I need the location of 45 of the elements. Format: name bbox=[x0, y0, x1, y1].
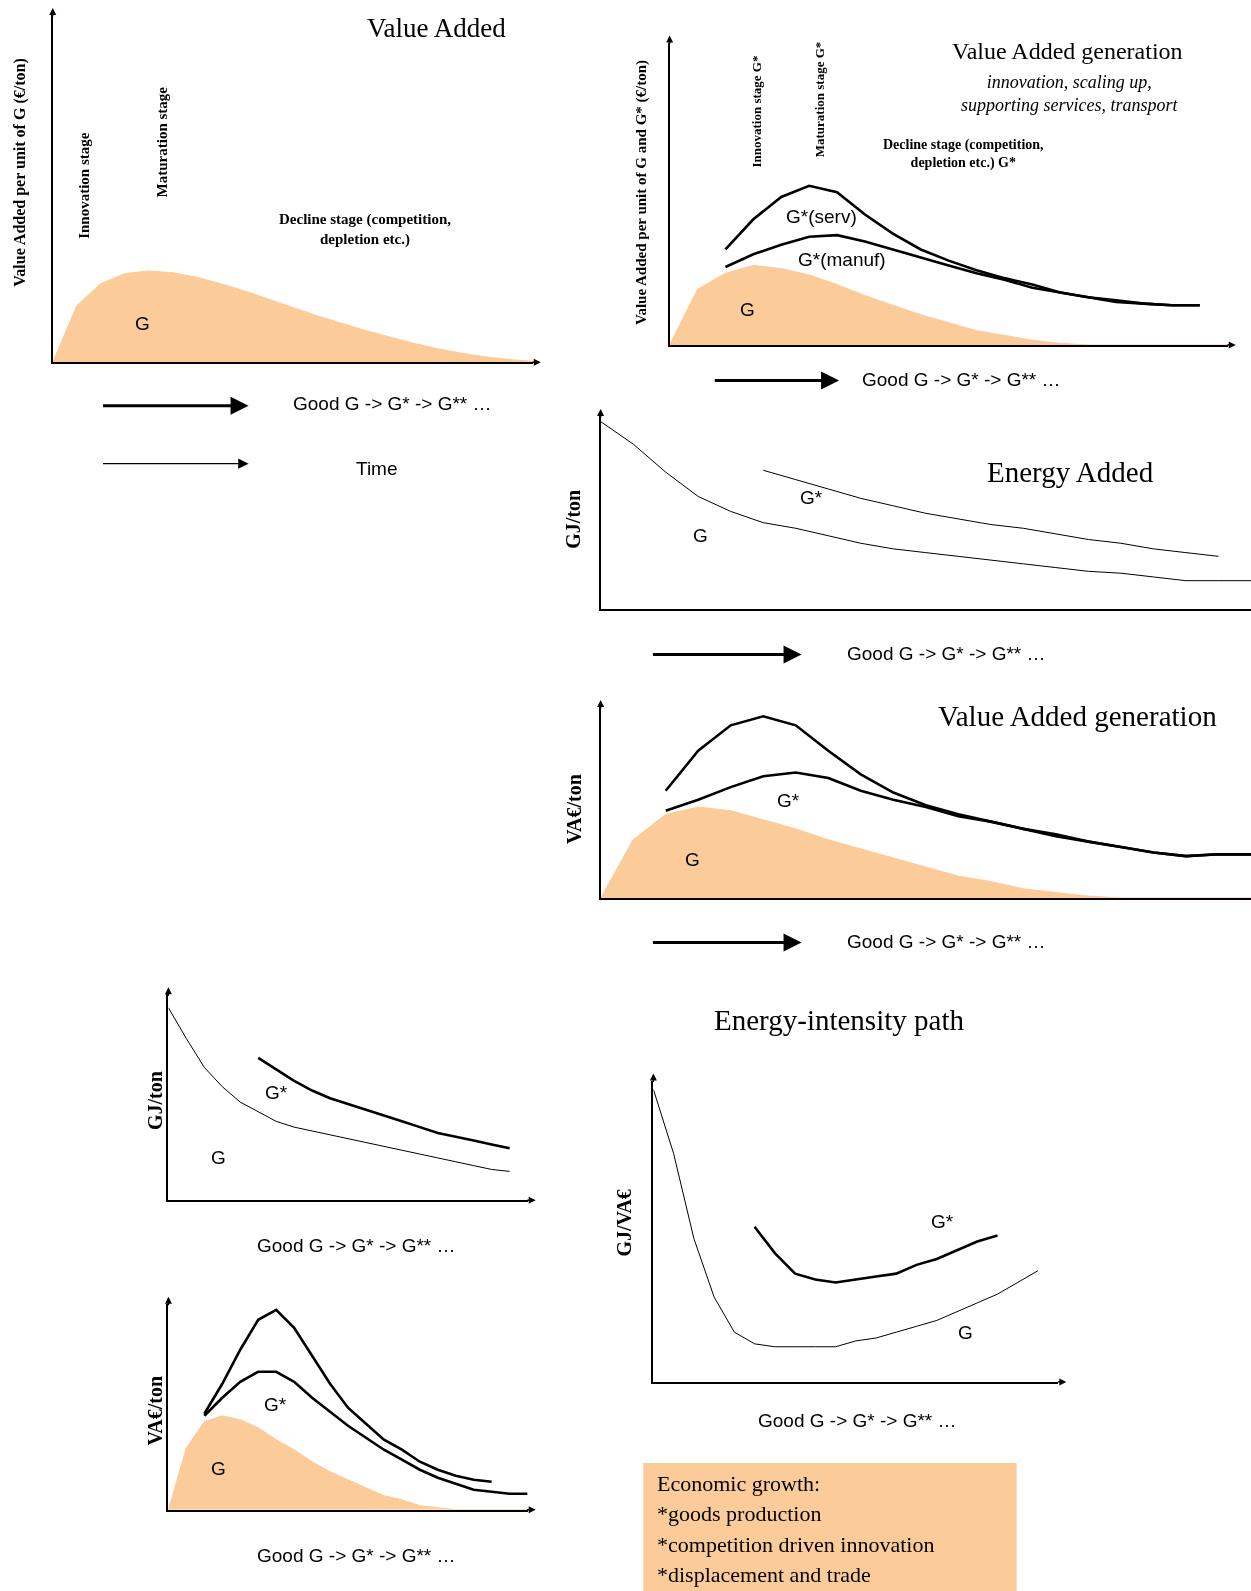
series-label: G*(manuf) bbox=[798, 249, 886, 270]
x-axis-title: Good G -> G* -> G** … bbox=[847, 931, 1046, 952]
series-label: G bbox=[135, 313, 150, 334]
x-axis-title: Good G -> G* -> G** … bbox=[758, 1410, 957, 1431]
x-axis-title: Good G -> G* -> G** … bbox=[257, 1235, 456, 1256]
series-label: G* bbox=[264, 1394, 287, 1415]
y-axis-title: Value Added per unit of G and G* (€/ton) bbox=[633, 59, 651, 326]
y-axis-title: VA€/ton bbox=[143, 1375, 166, 1446]
x-axis-title: Good G -> G* -> G** … bbox=[862, 369, 1061, 390]
y-axis-title: GJ/VA€ bbox=[613, 1189, 636, 1257]
series-label: G* bbox=[265, 1082, 288, 1103]
series-label: G bbox=[211, 1458, 226, 1479]
y-axis-title: GJ/ton bbox=[144, 1071, 167, 1131]
y-axis-title: GJ/ton bbox=[561, 489, 584, 549]
chart-title: Value Added generation bbox=[938, 700, 1218, 732]
text: Maturation stage G* bbox=[812, 41, 828, 158]
y-axis-title: VA€/ton bbox=[562, 774, 585, 844]
text: G bbox=[211, 1147, 226, 1168]
series-label: G bbox=[740, 299, 755, 320]
chart-subtitle: innovation, scaling up, supporting services, transport bbox=[961, 72, 1179, 116]
series-label: G bbox=[958, 1322, 973, 1343]
text: Energy Added bbox=[987, 456, 1154, 488]
series-label: G* bbox=[777, 790, 800, 811]
x-axis-title: Good G -> G* -> G** … bbox=[257, 1545, 456, 1566]
x-axis-title: Good G -> G* -> G** … bbox=[293, 393, 492, 414]
series-label: G bbox=[685, 849, 700, 870]
chart-title: Energy-intensity path bbox=[714, 1004, 965, 1036]
series-label: G* bbox=[931, 1211, 954, 1232]
chart-title: Value Added bbox=[367, 13, 507, 43]
text: Economic growth: bbox=[657, 1471, 821, 1496]
text: Time bbox=[356, 458, 398, 479]
series-label: G bbox=[693, 525, 708, 546]
text: Decline stage (competition, depletion etc.) G* bbox=[883, 137, 1044, 172]
chart-title: Value Added generation bbox=[952, 38, 1183, 64]
text: Innovation stage bbox=[75, 132, 92, 239]
text: Innovation stage G* bbox=[749, 55, 765, 168]
text: Maturation stage bbox=[154, 86, 171, 198]
text: *displacement and trade bbox=[657, 1562, 871, 1587]
text: *goods production bbox=[657, 1501, 822, 1526]
series-label: G* bbox=[800, 487, 823, 508]
text: *competition driven innovation bbox=[657, 1532, 935, 1557]
y-axis-title: Value Added per unit of G (€/ton) bbox=[10, 58, 29, 287]
text: Decline stage (competition, depletion etc.) bbox=[279, 211, 452, 248]
series-label: G*(serv) bbox=[786, 206, 857, 227]
x-axis-title: Good G -> G* -> G** … bbox=[847, 643, 1046, 664]
